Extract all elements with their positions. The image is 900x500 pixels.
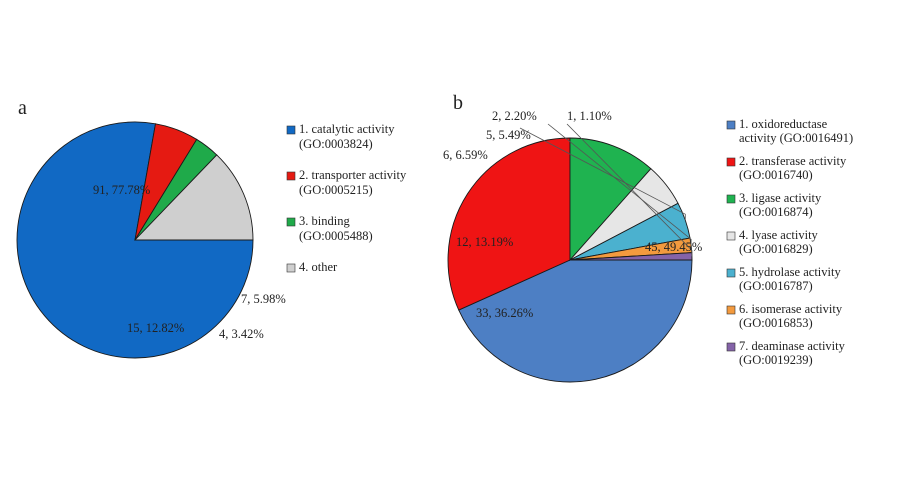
panel-b: b 45, 49.45% 33, 36.26% 12, 13.19% 6, 6.59%…	[443, 92, 853, 383]
pie-b-legend-item-4: 4. lyase activity(GO:0016829)	[726, 228, 819, 256]
pie-a-legend-swatch-2	[286, 171, 296, 181]
pie-b-data-label-6: 2, 2.20%	[492, 109, 537, 123]
pie-b-legend-text-3-1: 3. ligase activity	[739, 191, 822, 205]
pie-a-legend-item-2: 2. transporter activity(GO:0005215)	[286, 168, 407, 197]
pie-b-legend-text-6-1: 6. isomerase activity	[739, 302, 843, 316]
pie-b-legend-item-5: 5. hydrolase activity(GO:0016787)	[726, 265, 841, 293]
pie-a-slices	[16, 121, 254, 359]
pie-b-legend-swatch-5	[726, 268, 736, 278]
pie-b-legend-text-4-2: (GO:0016829)	[739, 242, 813, 256]
pie-b-legend-text-7-2: (GO:0019239)	[739, 353, 813, 367]
pie-a-legend-text-3-1: 3. binding	[299, 214, 350, 228]
panel-letter-a: a	[18, 97, 27, 119]
pie-b-data-label-4: 6, 6.59%	[443, 148, 488, 162]
pie-b-data-label-3: 12, 13.19%	[456, 235, 513, 249]
pie-b-data-label-1: 45, 49.45%	[645, 240, 702, 254]
pie-a-legend-text-3-2: (GO:0005488)	[299, 229, 373, 243]
pie-b-legend-swatch-1	[726, 120, 736, 130]
pie-b-legend-item-6: 6. isomerase activity(GO:0016853)	[726, 302, 843, 330]
pie-a-legend-item-1: 1. catalytic activity(GO:0003824)	[286, 122, 395, 151]
pie-a-legend-text-2-1: 2. transporter activity	[299, 168, 407, 182]
pie-a-legend-swatch-3	[286, 217, 296, 227]
pie-b-legend-swatch-2	[726, 157, 736, 167]
pie-a-data-label-4: 15, 12.82%	[127, 321, 184, 335]
pie-a-legend-text-4-1: 4. other	[299, 260, 338, 274]
pie-b-legend-text-2-2: (GO:0016740)	[739, 168, 813, 182]
pie-b-legend-text-5-2: (GO:0016787)	[739, 279, 813, 293]
pie-a-data-label-3: 4, 3.42%	[219, 327, 264, 341]
pie-a-legend-swatch-1	[286, 125, 296, 135]
pie-b-leader-lines	[519, 123, 693, 257]
pie-b-legend-swatch-3	[726, 194, 736, 204]
pie-a-data-labels: 91, 77.78% 7, 5.98% 4, 3.42% 15, 12.82%	[93, 183, 286, 341]
pie-b-legend-text-6-2: (GO:0016853)	[739, 316, 813, 330]
pie-b-legend-swatch-4	[726, 231, 736, 241]
pie-a-legend-swatch-4	[286, 263, 296, 273]
pie-b-data-label-7: 1, 1.10%	[567, 109, 612, 123]
panel-a: a 91, 77.78% 7, 5.98% 4, 3.42% 15, 12.82% 1…	[16, 97, 407, 359]
pie-b-leader-5	[519, 127, 686, 221]
pie-b-legend-text-1-2: activity (GO:0016491)	[739, 131, 853, 145]
pie-b-data-label-2: 33, 36.26%	[476, 306, 533, 320]
pie-a-data-label-1: 91, 77.78%	[93, 183, 150, 197]
pie-b-legend-text-5-1: 5. hydrolase activity	[739, 265, 841, 279]
pie-a-legend-text-2-2: (GO:0005215)	[299, 183, 373, 197]
pie-b-legend-item-2: 2. transferase activity(GO:0016740)	[726, 154, 847, 182]
pie-a-slice-4	[133, 154, 254, 241]
pie-b-slices	[447, 137, 693, 383]
pie-a-legend-item-4: 4. other	[286, 260, 338, 274]
pie-b-legend-item-7: 7. deaminase activity(GO:0019239)	[726, 339, 846, 367]
pie-b-leader-6	[547, 123, 692, 246]
pie-b-legend-swatch-6	[726, 305, 736, 315]
pie-a-legend-text-1-1: 1. catalytic activity	[299, 122, 395, 136]
pie-b-legend-text-4-1: 4. lyase activity	[739, 228, 819, 242]
pie-b-legend-text-1-1: 1. oxidoreductase	[739, 117, 828, 131]
pie-b-leader-7	[566, 123, 693, 257]
pie-b-data-labels: 45, 49.45% 33, 36.26% 12, 13.19% 6, 6.59% 5,…	[443, 109, 702, 320]
pie-b-slice-3	[569, 137, 652, 262]
pie-a-legend-text-1-2: (GO:0003824)	[299, 137, 373, 151]
pie-a-data-label-2: 7, 5.98%	[241, 292, 286, 306]
pie-b-legend-swatch-7	[726, 342, 736, 352]
pie-b-legend-text-3-2: (GO:0016874)	[739, 205, 813, 219]
pie-a-legend: 1. catalytic activity(GO:0003824) 2. tran…	[286, 122, 407, 274]
pie-b-legend-text-7-1: 7. deaminase activity	[739, 339, 846, 353]
pie-b-slice-1	[458, 259, 693, 383]
pie-b-slice-2	[447, 137, 571, 311]
pie-b-legend-text-2-1: 2. transferase activity	[739, 154, 847, 168]
panel-letter-b: b	[453, 92, 463, 114]
pie-b-legend-item-3: 3. ligase activity(GO:0016874)	[726, 191, 822, 219]
pie-b-data-label-5: 5, 5.49%	[486, 128, 531, 142]
pie-a-legend-item-3: 3. binding(GO:0005488)	[286, 214, 373, 243]
